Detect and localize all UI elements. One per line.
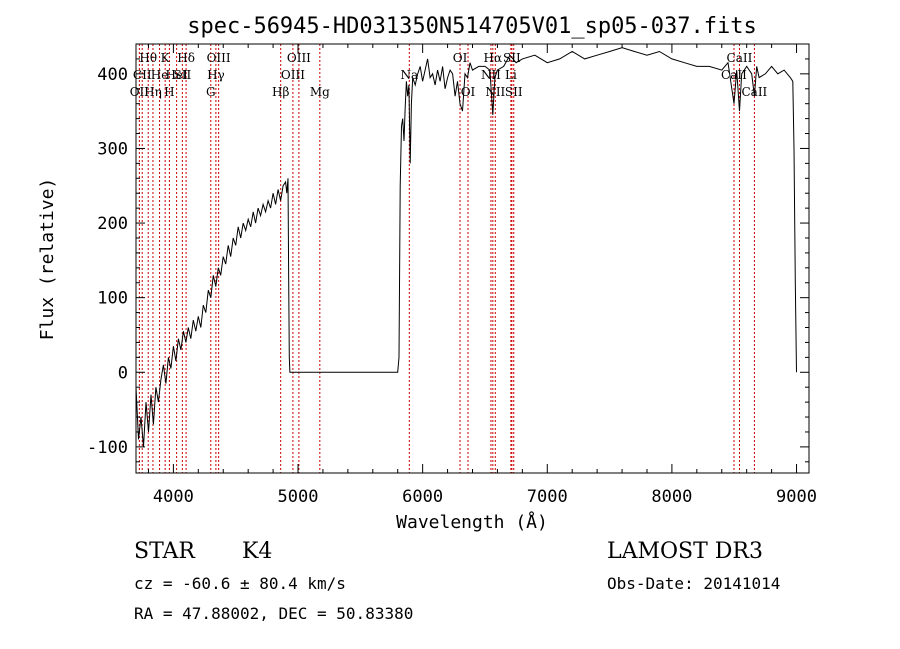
spectral-line-markers: [138, 44, 755, 473]
y-axis-label: Flux (relative): [37, 178, 58, 341]
marker-label: OIII: [287, 51, 311, 65]
marker-label: SII: [505, 85, 523, 99]
marker-label: Mg: [310, 85, 330, 99]
x-tick-label: 8000: [651, 487, 692, 507]
marker-label: He: [151, 68, 169, 82]
coordinates-readout: RA = 47.88002, DEC = 50.83380: [134, 604, 414, 623]
marker-label: Hγ: [207, 68, 225, 82]
spectrum-line: [135, 47, 797, 447]
chart-title: spec-56945-HD031350N514705V01_sp05-037.f…: [187, 14, 757, 39]
object-class: STAR: [134, 539, 195, 564]
marker-label: CaII: [721, 68, 747, 82]
marker-label: OIII: [281, 68, 305, 82]
object-subclass: K4: [242, 539, 273, 564]
marker-label: SII: [174, 68, 192, 82]
observation-date: Obs-Date: 20141014: [607, 574, 781, 593]
marker-label: Hβ: [272, 85, 289, 99]
marker-label: NII: [481, 68, 501, 82]
marker-label: G: [206, 85, 216, 99]
marker-label: OIII: [207, 51, 231, 65]
x-axis-ticks: 4000 5000 6000 7000 8000 9000: [147, 44, 817, 507]
marker-label: NII: [485, 85, 505, 99]
marker-label: Hθ: [139, 51, 157, 65]
y-tick-label: -100: [87, 438, 128, 458]
marker-label: Hη: [144, 85, 162, 99]
survey-name: LAMOST DR3: [607, 539, 763, 564]
marker-label: Na: [400, 68, 418, 82]
plot-frame: [135, 43, 810, 474]
marker-label: HeI: [165, 68, 188, 82]
marker-label: CaII: [727, 51, 753, 65]
redshift-readout: cz = -60.6 ± 80.4 km/s: [134, 574, 346, 593]
marker-label: OII: [130, 85, 150, 99]
marker-label: H: [164, 85, 174, 99]
marker-label: K: [161, 51, 171, 65]
marker-label: CII: [133, 68, 152, 82]
x-tick-label: 5000: [278, 487, 319, 507]
x-tick-label: 9000: [776, 487, 817, 507]
marker-label: Hα: [484, 51, 503, 65]
y-axis-ticks: -100 0 100 200 300 400: [87, 58, 809, 463]
x-axis-label: Wavelength (Å): [396, 511, 548, 533]
marker-label: OI: [453, 51, 468, 65]
x-tick-label: 6000: [402, 487, 443, 507]
marker-label: Li: [505, 68, 517, 82]
x-tick-label: 4000: [153, 487, 194, 507]
y-tick-label: 200: [97, 214, 128, 234]
y-tick-label: 400: [97, 65, 128, 85]
y-tick-label: 100: [97, 289, 128, 309]
marker-label: Hδ: [177, 51, 195, 65]
marker-label: OI: [461, 85, 476, 99]
y-tick-label: 0: [118, 363, 128, 383]
y-tick-label: 300: [97, 139, 128, 159]
x-tick-label: 7000: [527, 487, 568, 507]
